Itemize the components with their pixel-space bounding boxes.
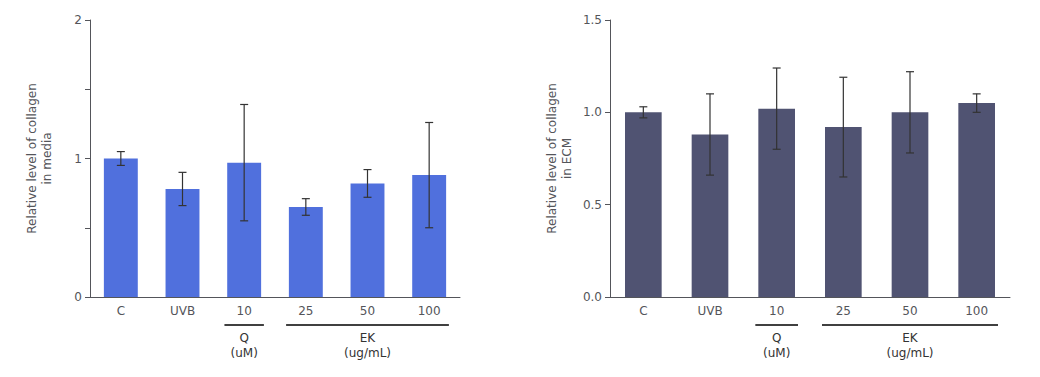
svg-text:0.0: 0.0 [583, 290, 602, 304]
svg-text:in ECM: in ECM [560, 138, 574, 179]
svg-text:C: C [117, 304, 125, 318]
svg-text:(ug/mL): (ug/mL) [344, 346, 391, 360]
svg-text:Q: Q [239, 331, 248, 345]
svg-text:EK: EK [360, 331, 377, 345]
svg-text:1: 1 [74, 152, 82, 166]
svg-text:50: 50 [360, 304, 375, 318]
svg-text:100: 100 [418, 304, 441, 318]
svg-text:0: 0 [74, 290, 82, 304]
svg-text:2: 2 [74, 13, 82, 27]
svg-text:1.5: 1.5 [583, 13, 602, 27]
svg-text:25: 25 [298, 304, 313, 318]
svg-text:(uM): (uM) [231, 346, 258, 360]
svg-text:100: 100 [965, 304, 988, 318]
svg-text:50: 50 [902, 304, 917, 318]
svg-text:C: C [639, 304, 647, 318]
svg-text:EK: EK [902, 331, 919, 345]
svg-text:1.0: 1.0 [583, 105, 602, 119]
svg-text:(uM): (uM) [763, 346, 790, 360]
svg-text:UVB: UVB [170, 304, 195, 318]
svg-text:in media: in media [40, 132, 54, 184]
svg-text:Q: Q [772, 331, 781, 345]
svg-text:25: 25 [836, 304, 851, 318]
svg-text:(ug/mL): (ug/mL) [886, 346, 933, 360]
svg-text:10: 10 [237, 304, 252, 318]
svg-text:0.5: 0.5 [583, 198, 602, 212]
svg-text:10: 10 [769, 304, 784, 318]
svg-text:Relative level of collagen: Relative level of collagen [25, 83, 39, 234]
svg-text:UVB: UVB [697, 304, 722, 318]
svg-text:Relative level of collagen: Relative level of collagen [545, 83, 559, 234]
